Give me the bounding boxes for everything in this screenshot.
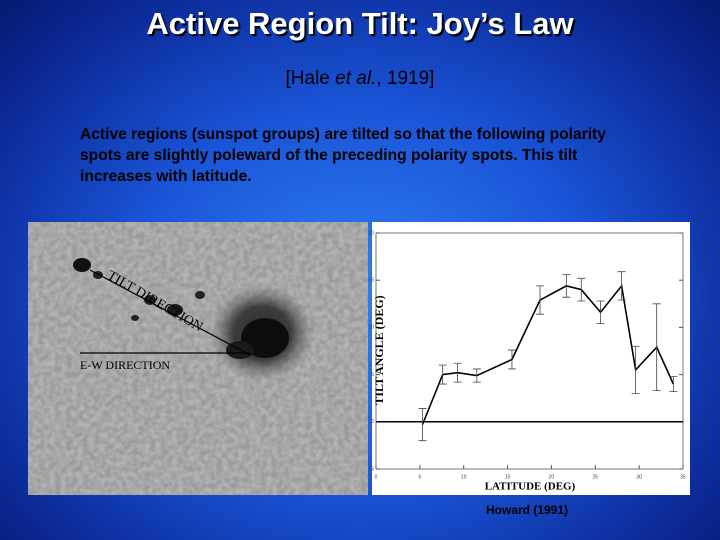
x-tick-label: 5 [418, 474, 421, 480]
error-bar [577, 277, 586, 302]
y-tick-label: 0 [371, 419, 374, 425]
x-tick-label: 15 [505, 474, 511, 480]
x-tick-label: 25 [593, 474, 599, 480]
slide-title: Active Region Tilt: Joy’s Law [146, 6, 574, 41]
error-bar [631, 345, 640, 394]
credit: Howard (1991) [486, 503, 569, 517]
x-tick-label: 35 [680, 474, 686, 480]
body-text: Active regions (sunspot groups) are tilt… [80, 126, 606, 185]
error-bar [418, 408, 427, 442]
error-bar [617, 271, 626, 301]
x-tick-label: 20 [549, 474, 555, 480]
x-axis-label: LATITUDE (DEG) [485, 481, 576, 493]
x-tick-label: 10 [461, 474, 467, 480]
y-tick-label: 20 [368, 230, 374, 236]
error-bar [453, 362, 462, 383]
sunspot-image: TILT DIRECTION E-W DIRECTION [28, 222, 368, 495]
error-bar [562, 274, 571, 298]
citation-close: , 1919] [376, 68, 435, 89]
error-bar [669, 376, 678, 392]
citation: [Hale et al., 1919] [0, 68, 720, 90]
error-bar [438, 364, 447, 385]
ew-label: E-W DIRECTION [80, 358, 170, 372]
error-bar [596, 300, 605, 325]
plot-frame [375, 232, 684, 470]
y-tick-label: 10 [368, 325, 374, 331]
error-bar [507, 349, 516, 370]
y-axis-label: TILT ANGLE (DEG) [372, 295, 386, 404]
citation-open: [Hale [285, 68, 336, 89]
citation-italic: et al. [335, 68, 377, 89]
y-tick-label: -5 [370, 466, 375, 472]
error-bar [652, 303, 661, 392]
chart-panel [372, 222, 690, 495]
x-tick-label: 0 [375, 474, 378, 480]
error-bar [536, 285, 545, 315]
y-tick-label: 5 [371, 372, 374, 378]
y-tick-label: 15 [368, 278, 374, 284]
error-bar [472, 368, 481, 383]
x-tick-label: 30 [636, 474, 642, 480]
